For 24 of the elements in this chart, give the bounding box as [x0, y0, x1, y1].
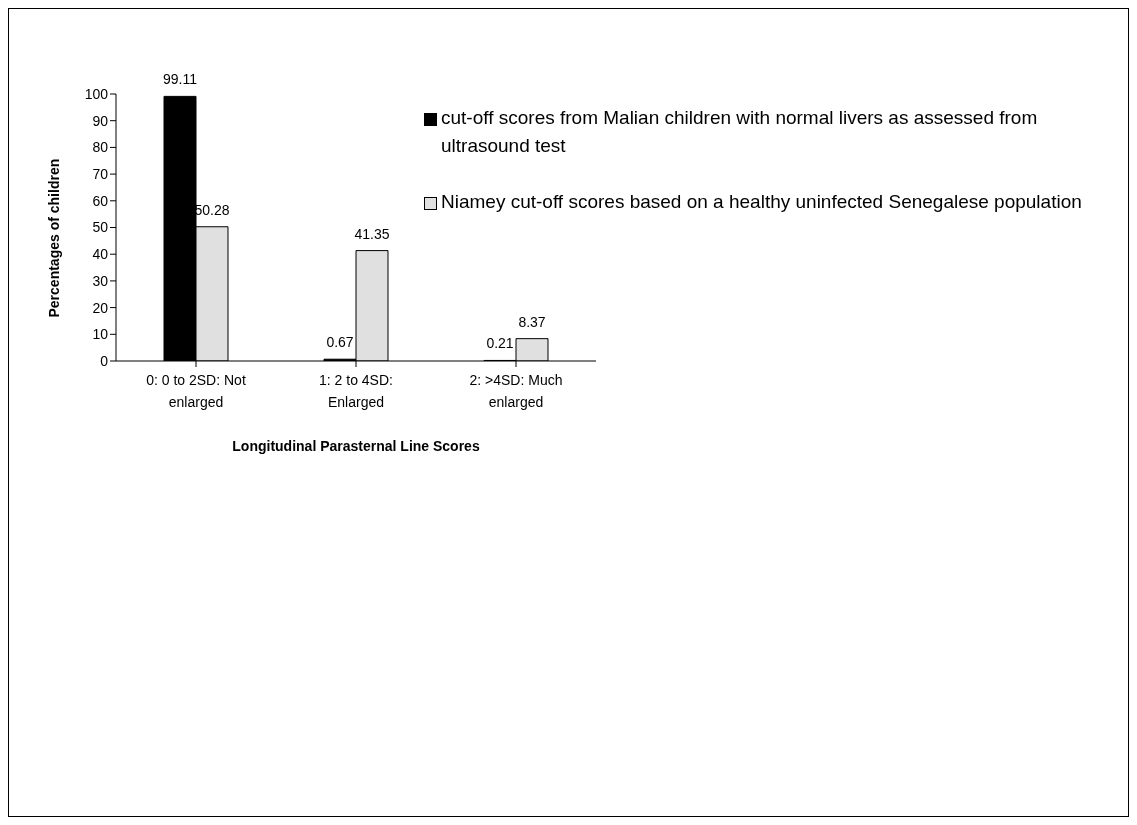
x-tick-label: 1: 2 to 4SD: Enlarged [319, 372, 393, 410]
legend-label: cut-off scores from Malian children with normal livers as assessed from ultrasound test [441, 106, 1039, 158]
y-axis-title: Percentages of children [45, 158, 62, 318]
x-tick-label: 0: 0 to 2SD: Not enlarged [146, 372, 246, 410]
y-tick-label: 20 [92, 299, 109, 316]
y-tick-label: 10 [92, 326, 109, 343]
data-label: 0.67 [326, 334, 354, 351]
y-tick-label: 100 [84, 85, 109, 102]
data-label: 99.11 [163, 71, 198, 88]
y-tick-label: 70 [92, 166, 109, 183]
y-tick-label: 40 [92, 246, 109, 263]
y-tick-label: 50 [92, 219, 109, 236]
data-label: 50.28 [194, 201, 230, 218]
y-tick-label: 60 [92, 192, 109, 209]
x-tick-label: 2: >4SD: Much enlarged [469, 372, 563, 410]
data-label: 0.21 [486, 335, 514, 352]
y-tick-label: 30 [92, 272, 109, 289]
y-tick-label: 0 [100, 352, 109, 369]
legend-label: Niamey cut-off scores based on a healthy uninfected Senegalese population [441, 190, 1082, 214]
x-axis-title: Longitudinal Parasternal Line Scores [232, 438, 480, 454]
y-tick-label: 80 [92, 139, 109, 156]
data-label: 41.35 [354, 225, 390, 242]
y-tick-label: 90 [92, 112, 109, 129]
data-label: 8.37 [518, 313, 546, 330]
